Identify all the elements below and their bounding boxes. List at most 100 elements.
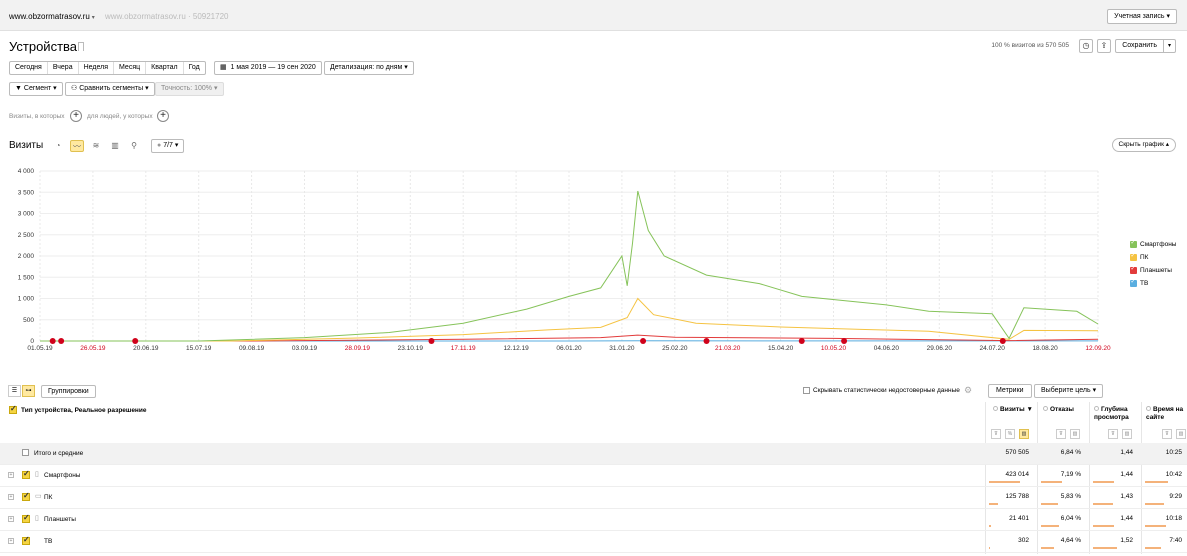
x-tick-label: 21.03.20	[715, 345, 741, 352]
bookmark-icon[interactable]	[78, 42, 84, 51]
series-line[interactable]	[40, 190, 1099, 342]
annotation-marker[interactable]	[132, 338, 139, 344]
period-option[interactable]: Неделя	[79, 62, 115, 74]
radio-icon[interactable]	[1146, 406, 1151, 411]
legend-item[interactable]: Планшеты	[1130, 264, 1176, 277]
radio-icon[interactable]	[993, 406, 998, 411]
chevron-down-icon[interactable]: ▾	[1162, 40, 1175, 52]
annotation-marker[interactable]	[428, 338, 435, 344]
site-selector[interactable]: www.obzormatrasov.ru ▾	[9, 12, 95, 21]
annotation-marker[interactable]	[841, 338, 848, 344]
account-label: Учетная запись	[1114, 13, 1165, 20]
radio-icon[interactable]	[1094, 406, 1099, 411]
export-button[interactable]: ⇪	[1097, 39, 1111, 53]
annotation-marker[interactable]	[999, 338, 1006, 344]
annotation-marker[interactable]	[640, 338, 647, 344]
expand-icon[interactable]: +	[8, 538, 14, 544]
filter-icon[interactable]: ⊽	[1056, 429, 1066, 439]
list-view-icon[interactable]: ☰	[8, 385, 21, 397]
total-row[interactable]: Итого и средние 570 505 6,84 % 1,44 10:25	[0, 443, 1187, 465]
period-selector: Сегодня Вчера Неделя Месяц Квартал Год	[9, 61, 206, 75]
annotation-marker[interactable]	[798, 338, 805, 344]
table-row[interactable]: + ТВ 302 4,64 % 1,52 7:40	[0, 531, 1187, 553]
filter-icon[interactable]: ⊽	[991, 429, 1001, 439]
map-icon[interactable]: ⚲	[131, 141, 137, 150]
add-people-condition-button[interactable]: +	[157, 110, 169, 122]
line-chart-icon[interactable]: 〰	[70, 140, 84, 152]
history-button[interactable]: ◷	[1079, 39, 1093, 53]
legend-swatch[interactable]	[1130, 278, 1137, 287]
pie-chart-icon[interactable]: ◔	[55, 141, 61, 150]
save-button[interactable]: Сохранить ▾	[1115, 39, 1176, 53]
y-tick-label: 2 000	[18, 253, 35, 260]
add-visit-condition-button[interactable]: +	[70, 110, 82, 122]
dimension-header[interactable]: Тип устройства, Реальное разрешение	[9, 404, 146, 414]
checkbox-checked[interactable]	[22, 535, 30, 545]
legend-item[interactable]: Смартфоны	[1130, 238, 1176, 251]
legend-label: ПК	[1140, 254, 1149, 261]
expand-icon[interactable]: +	[8, 472, 14, 478]
x-tick-label: 03.09.19	[292, 345, 318, 352]
expand-icon[interactable]: +	[8, 516, 14, 522]
accuracy-label: Точность: 100%	[161, 85, 213, 92]
series-line[interactable]	[40, 297, 1099, 342]
expand-icon[interactable]: +	[8, 494, 14, 500]
col-bounces-header[interactable]: Отказы	[1043, 406, 1074, 414]
legend-item[interactable]: ПК	[1130, 251, 1176, 264]
bars-icon[interactable]: ▥	[1019, 429, 1029, 439]
checkbox[interactable]	[22, 449, 29, 456]
col-time-header[interactable]: Время на сайте	[1146, 406, 1186, 422]
cell-value: 125 788	[1005, 493, 1030, 500]
gear-icon[interactable]: ⚙	[964, 385, 973, 395]
groupings-button[interactable]: Группировки	[41, 385, 96, 398]
metrics-button[interactable]: Метрики	[988, 384, 1032, 398]
segment-button[interactable]: ▼ Сегмент ▾	[9, 82, 63, 96]
date-range-button[interactable]: ▦ 1 мая 2019 — 19 сен 2020	[214, 61, 322, 75]
table-row[interactable]: + ▭ПК 125 788 5,83 % 1,43 9:29	[0, 487, 1187, 509]
col-depth-header[interactable]: Глубина просмотра	[1094, 406, 1139, 422]
table-row[interactable]: + ▯ Планшеты 21 401 6,04 % 1,44 10:18	[0, 509, 1187, 531]
filter-icon[interactable]: ⊽	[1162, 429, 1172, 439]
accuracy-dropdown[interactable]: Точность: 100% ▾	[155, 82, 224, 96]
legend-item[interactable]: ТВ	[1130, 277, 1176, 290]
area-chart-icon[interactable]: ≋	[92, 141, 100, 150]
account-button[interactable]: Учетная запись ▾	[1107, 9, 1177, 24]
annotation-marker[interactable]	[49, 338, 56, 344]
detail-dropdown[interactable]: Детализация: по дням ▾	[324, 61, 414, 75]
table-row[interactable]: + ▯ Смартфоны 423 014 7,19 % 1,44 10:42	[0, 465, 1187, 487]
tree-view-icon[interactable]: ⊶	[22, 385, 35, 397]
select-goal-button[interactable]: Выберите цель ▾	[1034, 384, 1104, 398]
period-option[interactable]: Месяц	[114, 62, 147, 74]
checkbox[interactable]	[803, 387, 810, 394]
radio-icon[interactable]	[1043, 406, 1048, 411]
series-selector[interactable]: ● 7/7 ▾	[151, 139, 185, 153]
period-option[interactable]: Сегодня	[10, 62, 48, 74]
checkbox-checked[interactable]	[22, 491, 30, 501]
percent-icon[interactable]: %	[1005, 429, 1015, 439]
period-option[interactable]: Квартал	[146, 62, 184, 74]
bars-icon[interactable]: ▥	[1070, 429, 1080, 439]
bars-icon[interactable]: ▥	[1176, 429, 1186, 439]
row-label: ПК	[44, 494, 53, 501]
checkbox-checked[interactable]	[9, 404, 17, 414]
legend-swatch[interactable]	[1130, 265, 1137, 274]
legend-swatch[interactable]	[1130, 252, 1137, 261]
hide-unreliable-toggle[interactable]: Скрывать статистически недостоверные дан…	[803, 387, 960, 394]
checkbox-checked[interactable]	[22, 469, 30, 479]
filter-icon[interactable]: ⊽	[1108, 429, 1118, 439]
compare-segments-button[interactable]: ⚇ Сравнить сегменты ▾	[65, 82, 155, 96]
legend-swatch[interactable]	[1130, 239, 1137, 248]
hide-chart-button[interactable]: Скрыть график ▴	[1111, 138, 1176, 152]
bar-chart-icon[interactable]: ▥	[111, 141, 119, 150]
bars-icon[interactable]: ▥	[1122, 429, 1132, 439]
column-divider	[985, 402, 986, 554]
period-option[interactable]: Вчера	[48, 62, 79, 74]
legend-label: Смартфоны	[1140, 241, 1177, 248]
annotation-marker[interactable]	[703, 338, 710, 344]
annotation-marker[interactable]	[58, 338, 65, 344]
period-option[interactable]: Год	[188, 64, 200, 71]
series-line[interactable]	[40, 334, 1099, 342]
checkbox-checked[interactable]	[22, 513, 30, 523]
share-bar	[989, 481, 1020, 483]
col-visits-header[interactable]: Визиты ▼	[993, 406, 1033, 414]
